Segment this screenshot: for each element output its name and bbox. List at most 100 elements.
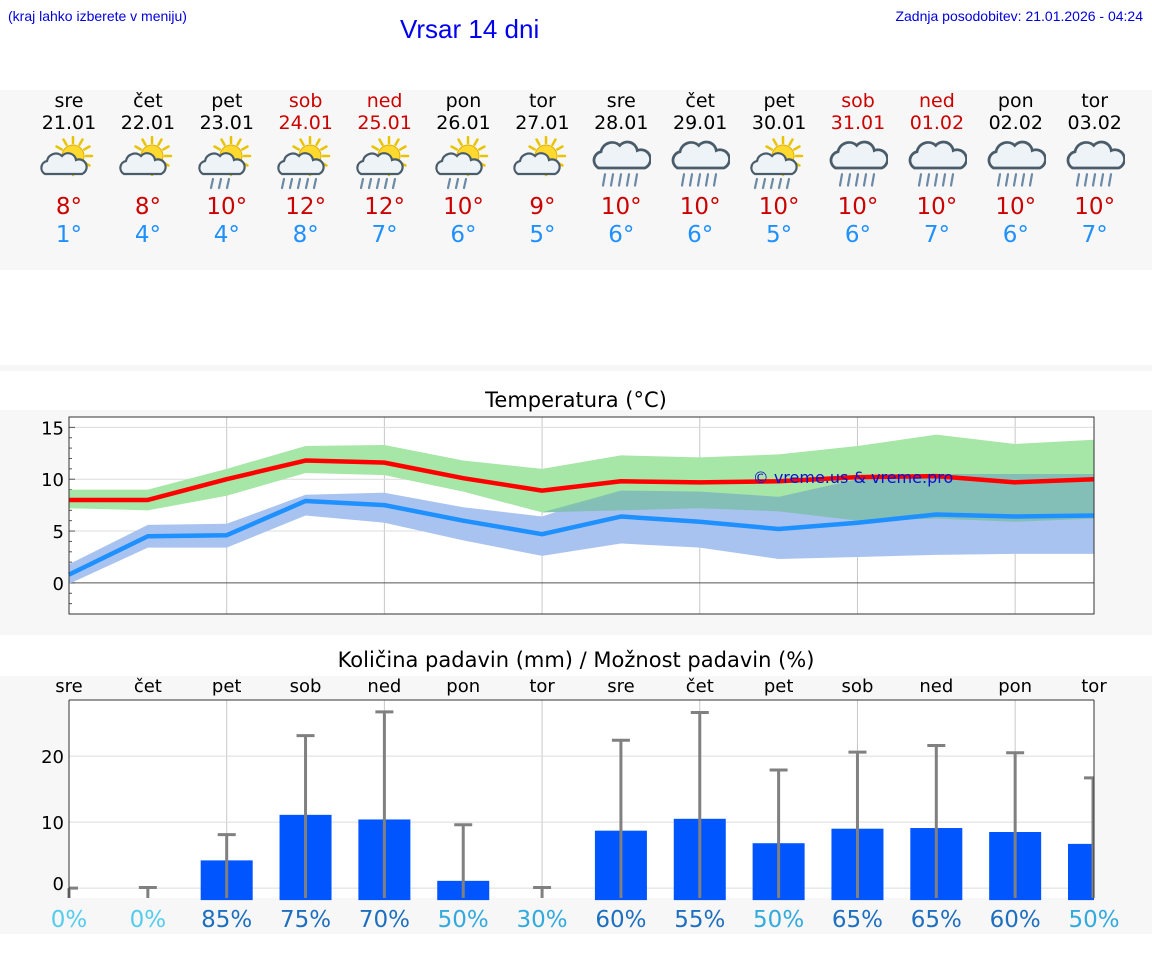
day-date: 22.01 [120, 112, 176, 134]
precipitation-probability: 70% [359, 907, 410, 933]
precipitation-probability: 0% [51, 907, 88, 933]
partly-cloudy-icon [512, 135, 572, 196]
max-temperature: 12° [364, 194, 405, 220]
day-name: čet [133, 90, 163, 112]
day-date: 23.01 [199, 112, 254, 134]
min-temperature: 5° [529, 222, 556, 248]
min-temperature-line [68, 498, 1095, 577]
precipitation-chart-title: Količina padavin (mm) / Možnost padavin … [337, 648, 815, 672]
precipitation-probability: 65% [832, 907, 883, 933]
cloud-rain-icon [986, 136, 1047, 196]
precipitation-probability: 50% [1068, 907, 1119, 933]
max-temperature: 9° [529, 194, 556, 220]
day-column: pet 23.01 10° 4° [187, 90, 267, 249]
y-tick-label: 10 [41, 470, 64, 491]
cloud-rain-icon [828, 136, 889, 196]
precipitation-probability: 60% [990, 907, 1041, 933]
partly-cloudy-icon [39, 135, 99, 196]
max-temperature: 10° [679, 194, 721, 220]
plot-frame [68, 416, 1095, 615]
day-column: pet 30.01 10° 5° [739, 90, 819, 249]
day-column: sob 31.01 10° 6° [818, 90, 898, 249]
day-label: čet [686, 676, 714, 697]
day-label: sre [607, 676, 634, 697]
precipitation-bar [1068, 843, 1094, 901]
day-label: ned [367, 676, 401, 697]
day-label: tor [1081, 676, 1107, 697]
day-date: 24.01 [278, 112, 333, 134]
sun-cloud-rain-icon [355, 135, 415, 196]
precipitation-probability: 50% [753, 907, 804, 933]
day-column: pon 26.01 10° 6° [424, 90, 504, 249]
section-divider [0, 365, 1152, 371]
max-temperature: 10° [837, 194, 879, 220]
day-column: pon 02.02 10° 6° [976, 90, 1056, 249]
max-temperature: 10° [600, 194, 642, 220]
min-temperature: 6° [844, 222, 872, 248]
day-label: čet [134, 676, 162, 697]
sun-cloud-light-rain-icon [197, 135, 257, 196]
precipitation-probability: 50% [438, 907, 489, 933]
day-date: 02.02 [988, 112, 1043, 134]
precipitation-probability: 75% [280, 907, 331, 933]
temperature-chart: 0 5 10 15 © vreme.us & vreme.pro [41, 416, 1095, 615]
day-name: sob [288, 90, 323, 112]
y-tick-label: 0 [53, 874, 64, 895]
max-temperature: 12° [285, 194, 327, 220]
precipitation-probability: 60% [595, 907, 646, 933]
day-column: sre 21.01 8° 1° [29, 90, 109, 249]
cloud-rain-icon [670, 136, 732, 196]
location-hint: (kraj lahko izberete v meniju) [8, 8, 187, 24]
day-column: tor 27.01 9° 5° [502, 90, 582, 249]
min-temperature: 5° [766, 222, 793, 248]
day-label: sre [55, 676, 82, 697]
day-date: 21.01 [41, 112, 97, 134]
day-label: sob [290, 676, 322, 697]
day-label: pon [446, 676, 480, 697]
day-name: pet [211, 90, 243, 112]
day-label: ned [919, 676, 953, 697]
min-temperature: 6° [450, 222, 477, 248]
day-name: pon [445, 90, 482, 112]
watermark: © vreme.us & vreme.pro [753, 468, 954, 487]
sun-cloud-rain-icon [276, 135, 336, 196]
day-label: sob [842, 676, 874, 697]
day-name: čet [685, 90, 715, 112]
sun-cloud-light-rain-icon [434, 135, 494, 196]
day-column: sre 28.01 10° 6° [581, 90, 661, 249]
day-name: ned [918, 90, 955, 112]
day-label: tor [529, 676, 555, 697]
cloud-rain-icon [591, 136, 653, 196]
last-updated: Zadnja posodobitev: 21.01.2026 - 04:24 [895, 8, 1143, 24]
day-name: pon [997, 90, 1034, 112]
precipitation-probability: 0% [130, 907, 167, 933]
min-temperature: 7° [371, 222, 398, 248]
day-name: tor [528, 90, 556, 112]
day-name: ned [366, 90, 403, 112]
y-tick-label: 0 [53, 574, 64, 595]
min-temperature: 6° [1002, 222, 1029, 248]
day-column: ned 01.02 10° 7° [897, 90, 977, 249]
y-tick-label: 20 [41, 747, 64, 768]
max-temperature: 10° [916, 194, 958, 220]
partly-cloudy-icon [118, 135, 178, 196]
day-date: 31.01 [830, 112, 886, 134]
day-name: sob [841, 90, 875, 112]
page-title: Vrsar 14 dni [400, 14, 540, 44]
day-column: čet 22.01 8° 4° [108, 90, 188, 249]
temperature-chart-title: Temperatura (°C) [485, 388, 667, 412]
day-name: sre [54, 90, 84, 112]
daily-forecast-strip: sre 21.01 8° 1° čet 22.01 8° 4° pet 23.01 10° 4° sob… [0, 90, 1152, 270]
y-tick-label: 5 [53, 522, 64, 543]
min-temperature: 4° [213, 222, 240, 248]
max-temperature-line [69, 458, 1095, 503]
day-name: tor [1081, 90, 1109, 112]
day-date: 26.01 [436, 112, 491, 134]
max-temperature: 10° [206, 194, 248, 220]
day-date: 03.02 [1067, 112, 1122, 134]
sun-cloud-rain-icon [749, 135, 809, 196]
day-column: sob 24.01 12° 8° [266, 90, 346, 249]
day-date: 30.01 [751, 112, 807, 134]
day-name: sre [606, 90, 636, 112]
min-temperature: 7° [923, 222, 950, 248]
